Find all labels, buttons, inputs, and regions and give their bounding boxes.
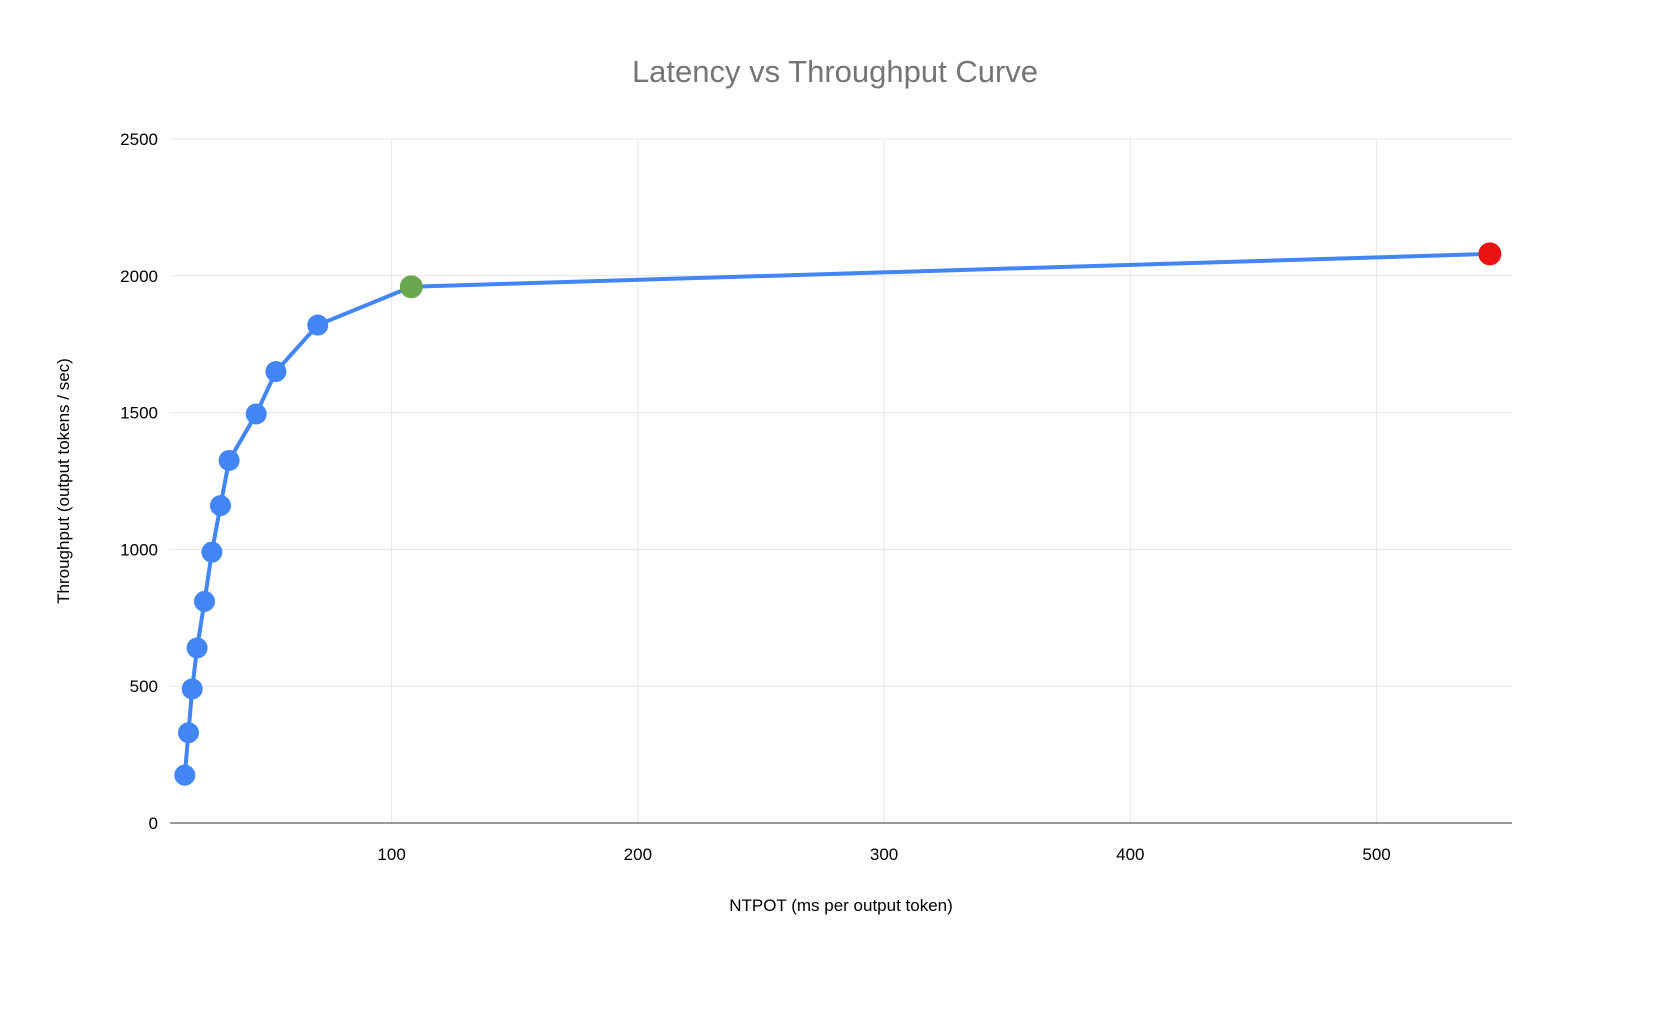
- x-tick-label: 400: [1116, 845, 1144, 864]
- data-point[interactable]: [174, 764, 196, 786]
- x-tick-label: 300: [870, 845, 898, 864]
- data-point[interactable]: [245, 403, 267, 425]
- data-point[interactable]: [307, 314, 329, 336]
- data-point[interactable]: [218, 449, 240, 471]
- data-point[interactable]: [399, 275, 423, 299]
- y-axis-label: Throughput (output tokens / sec): [54, 358, 73, 604]
- data-point[interactable]: [1478, 242, 1502, 266]
- y-tick-label: 2000: [120, 267, 158, 286]
- chart-title: Latency vs Throughput Curve: [631, 54, 1039, 89]
- data-point[interactable]: [186, 637, 208, 659]
- y-tick-label: 0: [149, 814, 158, 833]
- y-tick-label: 2500: [120, 130, 158, 149]
- x-tick-label: 100: [377, 845, 405, 864]
- data-point[interactable]: [265, 361, 287, 383]
- data-point[interactable]: [177, 722, 199, 744]
- data-point[interactable]: [181, 678, 203, 700]
- data-point[interactable]: [201, 541, 223, 563]
- x-tick-label: 500: [1362, 845, 1390, 864]
- x-tick-label: 200: [624, 845, 652, 864]
- y-tick-label: 500: [130, 677, 158, 696]
- series-line: [182, 251, 1492, 778]
- y-tick-label: 1000: [120, 540, 158, 559]
- data-point[interactable]: [209, 495, 231, 517]
- y-tick-label: 1500: [120, 404, 158, 423]
- data-point[interactable]: [193, 590, 215, 612]
- x-axis-label: NTPOT (ms per output token): [729, 896, 953, 915]
